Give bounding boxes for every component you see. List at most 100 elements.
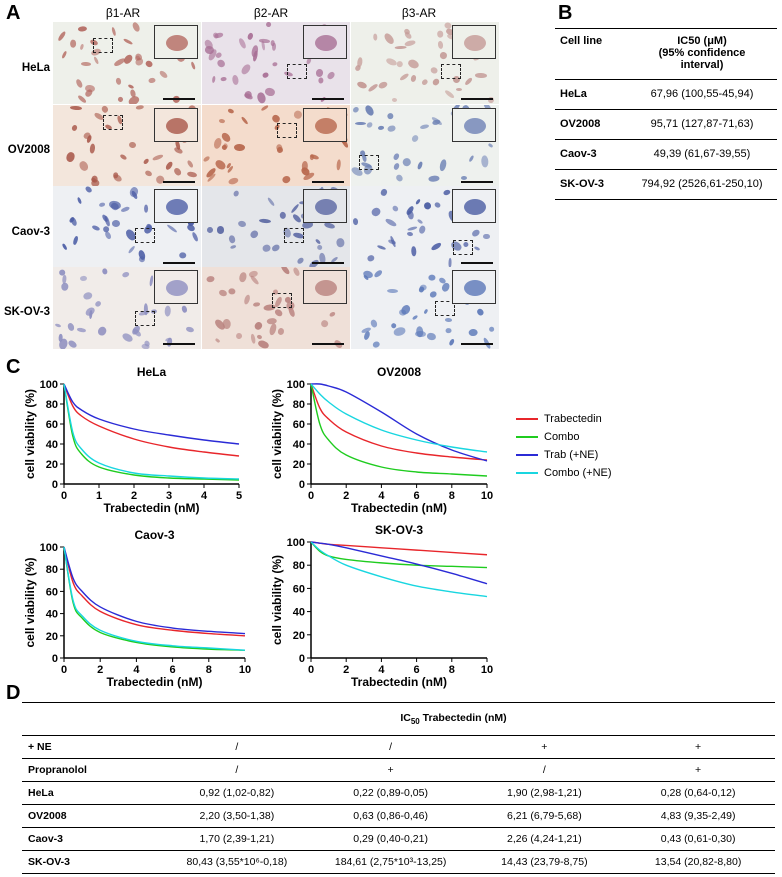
y-axis-label: cell viability (%) — [23, 557, 37, 647]
roi-box — [135, 228, 155, 243]
micrograph-tile — [202, 22, 350, 104]
legend-item: Trab (+NE) — [516, 446, 612, 464]
legend-item: Trabectedin — [516, 410, 612, 428]
x-tick-label: 5 — [236, 490, 242, 502]
chart-title: Caov-3 — [134, 528, 174, 542]
zoomed-cell — [315, 280, 337, 296]
series-line-combo-ne — [63, 383, 240, 480]
x-tick-label: 8 — [449, 490, 455, 502]
micrograph-tile — [351, 267, 499, 349]
row-label: HeLa — [28, 787, 54, 799]
table-cell: 4,83 (9,35-2,49) — [660, 810, 736, 822]
zoom-inset — [303, 108, 347, 142]
zoom-inset — [303, 270, 347, 304]
x-tick-label: 2 — [97, 664, 103, 676]
row-value: 794,92 (2526,61-250,10) — [641, 178, 763, 190]
x-tick-label: 10 — [481, 490, 493, 502]
table-cell: 80,43 (3,55*10⁶-0,18) — [186, 856, 288, 868]
scale-bar — [312, 343, 344, 345]
series-line-trabectedin — [310, 383, 488, 461]
table-body: + NE / / + + Propranolol / + / + HeLa 0,92 (1,02-0,… — [22, 736, 775, 874]
y-tick-label: 20 — [293, 459, 305, 471]
y-tick-label: 0 — [52, 653, 58, 665]
chart-title: HeLa — [137, 365, 167, 379]
row-header-skov3: SK-OV-3 — [3, 306, 50, 318]
table-cell: 2,20 (3,50-1,38) — [199, 810, 275, 822]
table-cell: 13,54 (20,82-8,80) — [654, 856, 742, 868]
table-row: Caov-3 49,39 (61,67-39,55) — [555, 140, 777, 170]
micrograph-tile — [202, 186, 350, 268]
zoom-inset — [452, 108, 496, 142]
roi-box — [272, 293, 292, 308]
x-tick-label: 10 — [239, 664, 251, 676]
series-line-combo — [63, 383, 240, 481]
x-tick-label: 0 — [61, 490, 67, 502]
row-header-ov2008: OV2008 — [7, 144, 50, 156]
legend-label: Combo — [544, 431, 580, 443]
y-tick-label: 40 — [293, 439, 305, 451]
row-value: 95,71 (127,87-71,63) — [650, 118, 754, 130]
chart-legend: Trabectedin Combo Trab (+NE) Combo (+NE) — [516, 410, 612, 482]
x-tick-label: 10 — [481, 664, 493, 676]
zoom-inset — [154, 25, 198, 59]
zoom-inset — [452, 189, 496, 223]
legend-label: Trabectedin — [544, 413, 602, 425]
x-axis-label: Trabectedin (nM) — [351, 501, 447, 515]
series-line-trab-ne — [63, 546, 246, 635]
row-header-caov3: Caov-3 — [11, 226, 50, 238]
table-row: Caov-3 1,70 (2,39-1,21) 0,29 (0,40-0,21) 2,… — [22, 828, 775, 851]
table-row: SK-OV-3 794,92 (2526,61-250,10) — [555, 170, 777, 200]
x-tick-label: 4 — [133, 664, 140, 676]
micrograph-tile — [53, 267, 201, 349]
table-row: + NE / / + + — [22, 736, 775, 759]
micrograph-tile — [202, 267, 350, 349]
chart-title: OV2008 — [377, 365, 421, 379]
scale-bar — [163, 262, 195, 264]
y-tick-label: 40 — [46, 439, 58, 451]
roi-box — [435, 301, 455, 316]
x-tick-label: 4 — [378, 490, 385, 502]
x-axis-label: Trabectedin (nM) — [103, 501, 199, 515]
series-line-trabectedin — [63, 383, 240, 457]
y-tick-label: 80 — [46, 399, 58, 411]
row-label: SK-OV-3 — [560, 178, 605, 190]
table-cell: + — [695, 741, 702, 753]
x-tick-label: 4 — [201, 490, 208, 502]
table-title: IC50 Trabectedin (nM) — [400, 711, 507, 727]
legend-swatch-trab-ne — [516, 454, 538, 456]
header-cell-line: Cell line — [560, 35, 603, 47]
row-label: Caov-3 — [560, 148, 597, 160]
header-ic50: IC50 (μM) (95% confidence interval) — [627, 35, 777, 71]
scale-bar — [312, 262, 344, 264]
table-cell: 0,22 (0,89-0,05) — [353, 787, 428, 799]
legend-label: Combo (+NE) — [544, 467, 612, 479]
x-tick-label: 3 — [166, 490, 172, 502]
micrograph-tile — [53, 105, 201, 187]
row-label: + NE — [28, 741, 52, 753]
series-line-trab-ne — [63, 383, 240, 445]
table-cell: + — [541, 741, 548, 753]
zoom-inset — [452, 25, 496, 59]
y-tick-label: 100 — [40, 379, 58, 391]
y-tick-label: 60 — [46, 419, 58, 431]
zoomed-cell — [464, 199, 486, 215]
table-cell: / — [389, 741, 393, 753]
row-label: SK-OV-3 — [28, 856, 71, 868]
table-cell: 0,43 (0,61-0,30) — [660, 833, 736, 845]
scale-bar — [312, 98, 344, 100]
zoom-inset — [303, 189, 347, 223]
cell-blob — [355, 121, 366, 126]
row-header-hela: HeLa — [21, 62, 50, 74]
y-tick-label: 100 — [287, 379, 305, 391]
x-tick-label: 2 — [343, 490, 349, 502]
zoomed-cell — [166, 35, 188, 51]
scale-bar — [163, 98, 195, 100]
y-tick-label: 0 — [299, 479, 305, 491]
series-line-combo-ne — [310, 541, 488, 598]
scale-bar — [461, 262, 493, 264]
y-tick-label: 80 — [46, 564, 58, 576]
series-line-combo-ne — [63, 546, 246, 651]
zoom-inset — [154, 189, 198, 223]
roi-box — [135, 311, 155, 326]
